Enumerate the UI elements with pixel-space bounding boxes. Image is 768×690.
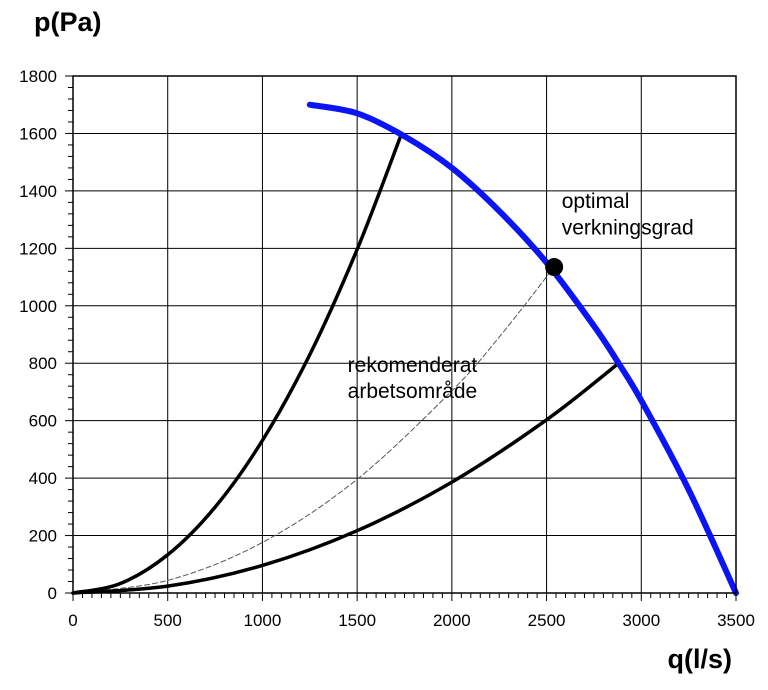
y-tick-label: 400 (29, 469, 57, 488)
y-tick-label: 1800 (19, 67, 57, 86)
annotation-line: arbetsområde (348, 380, 478, 403)
x-tick-label: 3500 (717, 611, 755, 630)
system-curve-line (71, 361, 621, 595)
y-tick-label: 200 (29, 527, 57, 546)
annotations: optimal verkningsgrad rekomenderat arbetsom… (348, 190, 694, 403)
y-tick-label: 1200 (19, 239, 57, 258)
annotation-line: optimal (562, 190, 630, 213)
annotation-line: verkningsgrad (562, 216, 694, 239)
x-tick-label: 3000 (622, 611, 660, 630)
ticks (65, 75, 737, 601)
x-tick-label: 0 (68, 611, 77, 630)
x-tick-label: 2500 (528, 611, 566, 630)
markers (545, 258, 564, 277)
tick-labels: 0 500 1000 1500 2000 2500 3000 3500 0 200 400 600 80… (19, 67, 755, 630)
optimal-point-marker (545, 258, 564, 277)
x-tick-label: 1500 (338, 611, 376, 630)
system-curve-line (71, 131, 404, 595)
annotation-label: rekomenderat arbetsområde (348, 354, 478, 403)
annotation-line: rekomenderat (348, 354, 478, 377)
y-tick-label: 1400 (19, 182, 57, 201)
x-axis-title: q(l/s) (668, 644, 733, 674)
annotation-label: optimal verkningsgrad (562, 190, 694, 239)
x-tick-label: 1000 (244, 611, 282, 630)
y-tick-label: 0 (48, 584, 57, 603)
y-tick-label: 1600 (19, 124, 57, 143)
y-tick-label: 600 (29, 412, 57, 431)
system-curve-dashed (72, 266, 555, 594)
y-axis-title: p(Pa) (34, 7, 102, 37)
y-tick-label: 1000 (19, 297, 57, 316)
x-tick-label: 2000 (433, 611, 471, 630)
x-tick-label: 500 (154, 611, 182, 630)
y-tick-label: 800 (29, 354, 57, 373)
